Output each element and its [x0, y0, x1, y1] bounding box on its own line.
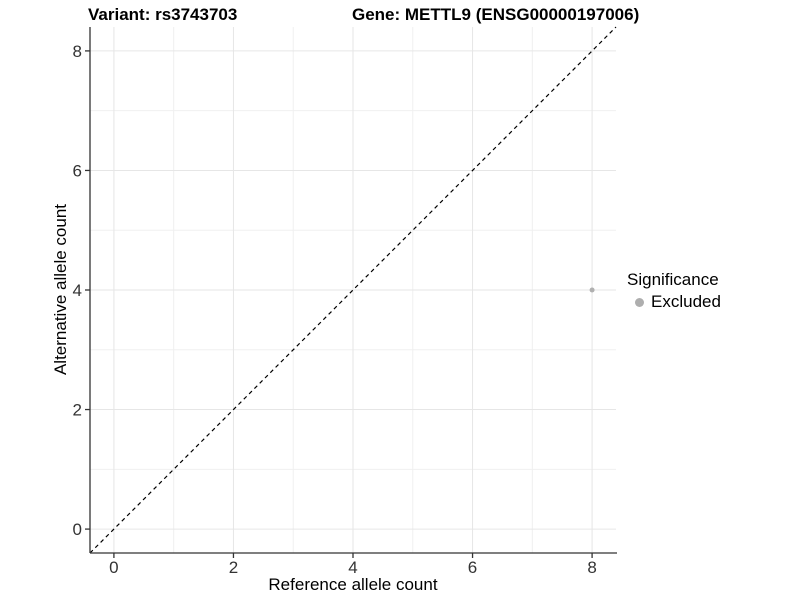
x-tick-label: 8 [587, 558, 596, 577]
plot-title-variant: Variant: rs3743703 [88, 5, 238, 24]
y-axis-title-text: Alternative allele count [51, 204, 70, 376]
identity-reference-line [89, 26, 617, 554]
x-axis-title: Reference allele count [268, 575, 438, 594]
legend-point-icon [635, 297, 644, 307]
y-tick-label: 4 [73, 281, 82, 300]
x-tick-label: 6 [468, 558, 477, 577]
legend-title: Significance [627, 270, 719, 289]
x-tick-label: 2 [229, 558, 238, 577]
y-tick-label: 0 [73, 520, 82, 539]
y-tick-label: 8 [73, 42, 82, 61]
data-point [589, 287, 595, 293]
plot-title-gene: Gene: METTL9 (ENSG00000197006) [352, 5, 640, 24]
x-tick-label: 4 [348, 558, 357, 577]
y-tick-label: 6 [73, 161, 82, 180]
x-tick-label: 0 [109, 558, 118, 577]
legend-item-label: Excluded [651, 292, 721, 311]
legend-item: Excluded [627, 292, 721, 312]
y-tick-label: 2 [73, 401, 82, 420]
y-axis-title: Alternative allele count [51, 27, 71, 553]
legend: Significance Excluded [627, 270, 721, 312]
